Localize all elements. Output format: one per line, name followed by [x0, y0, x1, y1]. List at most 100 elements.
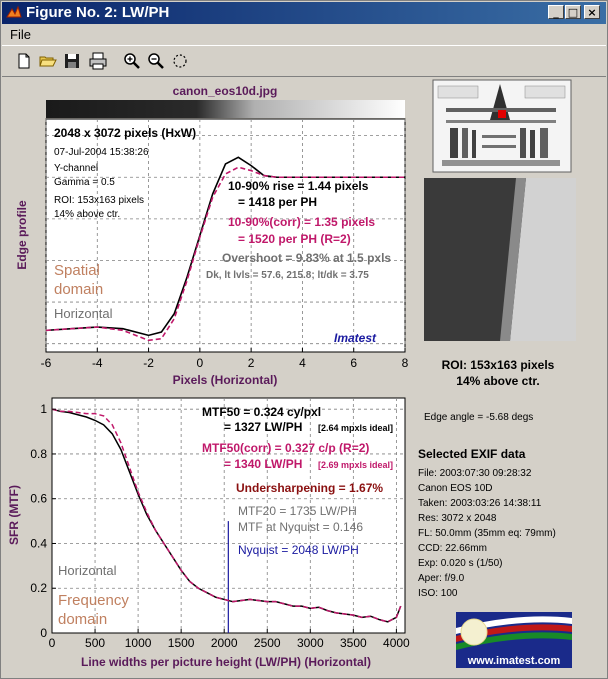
bottom-x-ticks: 0 500 1000 1500 2000 2500 3000 3500 4000 — [49, 629, 410, 650]
rise-line-1: 10-90% rise = 1.44 pixels — [228, 179, 369, 193]
mtf50-corr-ideal: [2.69 mpxls ideal] — [318, 460, 393, 470]
top-plot-grid — [45, 119, 406, 352]
mtf20-text: MTF20 = 1735 LW/PH — [238, 504, 357, 518]
spatial-domain-label: domain — [54, 281, 103, 298]
info-line-3: Gamma = 0.5 — [54, 177, 115, 188]
exif-line-7: Aper: f/9.0 — [418, 573, 465, 584]
toolbar — [2, 45, 606, 77]
exif-line-4: FL: 50.0mm (35mm eq: 79mm) — [418, 528, 556, 539]
bottom-horizontal-label: Horizontal — [58, 563, 117, 578]
bottom-x-tick-label: 500 — [85, 636, 105, 650]
info-line-4: ROI: 153x163 pixels — [54, 195, 144, 206]
zoom-out-icon[interactable] — [146, 51, 166, 71]
mtf50-corr-line-1: MTF50(corr) = 0.327 c/p (R=2) — [202, 441, 369, 455]
spatial-label: Spatial — [54, 262, 100, 279]
new-file-icon[interactable] — [14, 51, 34, 71]
save-icon[interactable] — [62, 51, 82, 71]
matlab-icon — [6, 5, 22, 18]
frequency-label: Frequency — [58, 592, 129, 609]
edge-angle-text: Edge angle = -5.68 degs — [424, 412, 533, 423]
exif-line-3: Res: 3072 x 2048 — [418, 513, 497, 524]
frequency-domain-label: domain — [58, 611, 107, 628]
top-x-ticks: -6 -4 -2 0 2 4 6 8 — [41, 348, 409, 370]
exif-line-0: File: 2003:07:30 09:28:32 — [418, 468, 532, 479]
bottom-x-axis-label: Line widths per picture height (LW/PH) (… — [81, 655, 371, 669]
corr-line-1: 10-90%(corr) = 1.35 pixels — [228, 215, 375, 229]
top-x-tick-label: 0 — [197, 356, 204, 370]
mtf-corrected-line — [51, 408, 402, 623]
top-y-axis-label: Edge profile — [15, 200, 29, 270]
top-plot-frame — [45, 118, 406, 353]
bottom-x-tick-label: 1500 — [168, 636, 195, 650]
info-line-5: 14% above ctr. — [54, 209, 120, 220]
bottom-x-tick-label: 4000 — [383, 636, 410, 650]
bottom-y-tick-label: 0.4 — [30, 536, 47, 550]
menu-file[interactable]: File — [10, 27, 31, 42]
bottom-x-tick-label: 1000 — [125, 636, 152, 650]
top-x-tick-label: 2 — [248, 356, 255, 370]
bottom-x-tick-label: 0 — [49, 636, 56, 650]
top-x-tick-label: 4 — [299, 356, 306, 370]
bottom-x-tick-label: 3500 — [340, 636, 367, 650]
bottom-y-ticks: 1 0.8 0.6 0.4 0.2 0 — [30, 402, 56, 640]
minimize-button[interactable]: _ — [548, 5, 564, 19]
edge-profile-corrected-line — [45, 166, 405, 342]
corr-line-2: = 1520 per PH (R=2) — [238, 232, 351, 246]
rotate-icon[interactable] — [170, 51, 190, 71]
roi-caption-1: ROI: 153x163 pixels — [442, 358, 555, 372]
logo-url: www.imatest.com — [467, 655, 561, 667]
bottom-x-tick-label: 2500 — [254, 636, 281, 650]
bottom-y-tick-label: 0.6 — [30, 492, 47, 506]
roi-crop-image — [424, 178, 576, 341]
bottom-y-tick-label: 0.2 — [30, 581, 47, 595]
info-line-2: Y-channel — [54, 163, 98, 174]
imatest-logo: www.imatest.com — [456, 612, 572, 668]
menu-bar: File — [2, 25, 606, 43]
top-x-tick-label: -2 — [143, 356, 154, 370]
bottom-y-tick-label: 0.8 — [30, 447, 47, 461]
top-x-tick-label: 8 — [402, 356, 409, 370]
maximize-button[interactable]: □ — [565, 5, 581, 19]
top-x-tick-label: -6 — [41, 356, 52, 370]
rise-line-2: = 1418 per PH — [238, 195, 317, 209]
edge-profile-line — [45, 156, 405, 337]
exif-line-6: Exp: 0.020 s (1/50) — [418, 558, 503, 569]
roi-caption-2: 14% above ctr. — [456, 374, 539, 388]
mtf50-ideal: [2.64 mpxls ideal] — [318, 423, 393, 433]
top-x-axis-label: Pixels (Horizontal) — [173, 373, 278, 387]
exif-line-1: Canon EOS 10D — [418, 483, 493, 494]
bottom-x-tick-label: 3000 — [297, 636, 324, 650]
exif-list: File: 2003:07:30 09:28:32 Canon EOS 10D … — [418, 468, 556, 599]
exif-line-8: ISO: 100 — [418, 588, 458, 599]
bottom-y-tick-label: 0 — [40, 626, 47, 640]
title-bar[interactable]: Figure No. 2: LW/PH _ □ × — [2, 2, 606, 24]
print-icon[interactable] — [88, 51, 108, 71]
top-x-tick-label: -4 — [92, 356, 103, 370]
nyquist-text: Nyquist = 2048 LW/PH — [238, 543, 359, 557]
edge-gradient-strip — [46, 100, 405, 118]
mtf50-line-1: MTF50 = 0.324 cy/pxl — [202, 405, 321, 419]
mtf50-line-2: = 1327 LW/PH — [224, 420, 302, 434]
bottom-y-tick-label: 1 — [40, 402, 47, 416]
mtf-nyquist-text: MTF at Nyquist = 0.146 — [238, 520, 363, 534]
exif-heading: Selected EXIF data — [418, 447, 526, 461]
bottom-plot: 1 0.8 0.6 0.4 0.2 0 0 500 1000 1500 2000 2500 3000 3… — [7, 397, 410, 669]
zoom-in-icon[interactable] — [122, 51, 142, 71]
top-horizontal-label: Horizontal — [54, 306, 113, 321]
open-folder-icon[interactable] — [38, 51, 58, 71]
top-plot: -6 -4 -2 0 2 4 6 8 2048 x 3072 pixels (HxW) 07-… — [15, 118, 409, 387]
close-button[interactable]: × — [584, 5, 600, 19]
overshoot-text: Overshoot = 9.83% at 1.5 pxls — [222, 251, 391, 265]
exif-line-2: Taken: 2003:03:26 14:38:11 — [418, 498, 542, 509]
info-line-0: 2048 x 3072 pixels (HxW) — [54, 126, 196, 140]
roi-marker — [498, 110, 506, 118]
image-title: canon_eos10d.jpg — [173, 84, 278, 98]
window-title: Figure No. 2: LW/PH — [26, 4, 170, 21]
info-line-1: 07-Jul-2004 15:38:26 — [54, 147, 149, 158]
levels-text: Dk, lt lvls = 57.6, 215.8; lt/dk = 3.75 — [206, 270, 369, 281]
exif-line-5: CCD: 22.66mm — [418, 543, 487, 554]
bottom-x-tick-label: 2000 — [211, 636, 238, 650]
test-chart-thumbnail — [432, 79, 572, 173]
undersharpening-text: Undersharpening = 1.67% — [236, 481, 383, 495]
